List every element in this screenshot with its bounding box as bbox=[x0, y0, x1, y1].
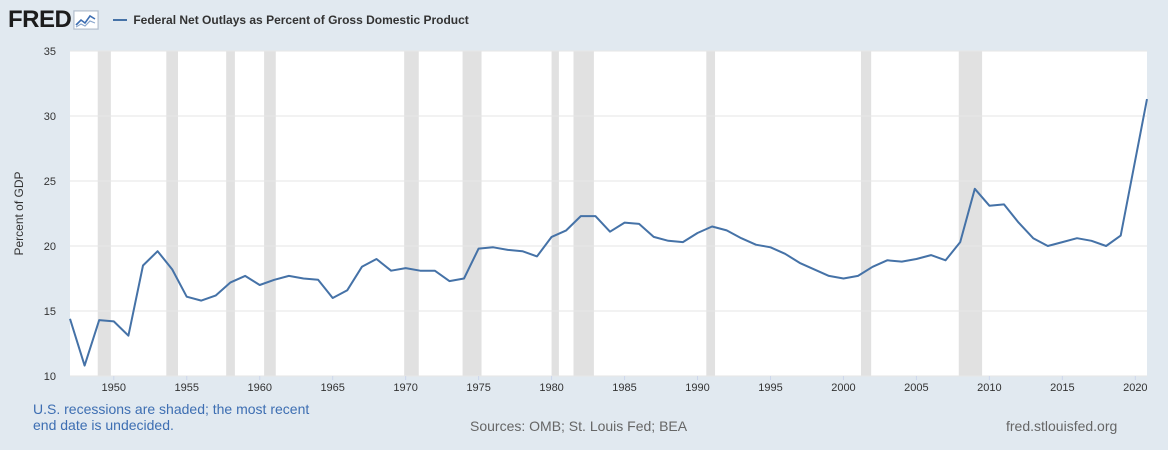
chart-legend[interactable]: Federal Net Outlays as Percent of Gross … bbox=[113, 13, 469, 27]
x-tick-label: 2020 bbox=[1123, 382, 1147, 394]
legend-swatch bbox=[113, 19, 128, 21]
x-tick-label: 1955 bbox=[175, 382, 199, 394]
x-axis-ticks: 1950 1955 1960 1965 1970 1975 1980 1985 1990 1995… bbox=[102, 376, 1148, 394]
recession-band bbox=[404, 51, 419, 376]
site-link[interactable]: fred.stlouisfed.org bbox=[1006, 418, 1118, 434]
recession-band bbox=[166, 51, 178, 376]
recession-band bbox=[706, 51, 716, 376]
y-tick-label: 15 bbox=[44, 306, 56, 318]
recession-bands bbox=[97, 51, 983, 376]
x-tick-label: 1995 bbox=[758, 382, 782, 394]
legend-label: Federal Net Outlays as Percent of Gross … bbox=[133, 13, 469, 27]
x-tick-label: 2005 bbox=[904, 382, 928, 394]
x-tick-label: 1990 bbox=[685, 382, 709, 394]
y-tick-label: 20 bbox=[44, 241, 56, 253]
recession-band bbox=[551, 51, 559, 376]
x-tick-label: 2010 bbox=[977, 382, 1001, 394]
y-axis-label: Percent of GDP bbox=[12, 171, 26, 255]
recession-band bbox=[462, 51, 482, 376]
x-tick-label: 1950 bbox=[102, 382, 126, 394]
recession-band bbox=[226, 51, 235, 376]
recession-note: U.S. recessions are shaded; the most rec… bbox=[33, 401, 310, 433]
y-axis-ticks: 10 15 20 25 30 35 bbox=[44, 46, 56, 383]
y-tick-label: 25 bbox=[44, 176, 56, 188]
x-tick-label: 1965 bbox=[320, 382, 344, 394]
series-line[interactable] bbox=[69, 98, 1148, 367]
chart-header: FRED Federal Net Outlays as Percent of G… bbox=[8, 6, 469, 34]
sources-note: Sources: OMB; St. Louis Fed; BEA bbox=[470, 418, 688, 434]
line-chart[interactable]: 10 15 20 25 30 35 1950 1955 1960 1965 1970 1975 198… bbox=[0, 0, 1168, 400]
x-tick-label: 1975 bbox=[466, 382, 490, 394]
x-tick-label: 1970 bbox=[393, 382, 417, 394]
recession-band bbox=[958, 51, 983, 376]
x-tick-label: 2000 bbox=[831, 382, 855, 394]
trend-line-icon bbox=[73, 10, 100, 30]
x-tick-label: 1980 bbox=[539, 382, 563, 394]
y-tick-label: 30 bbox=[44, 111, 56, 123]
grid-lines bbox=[70, 50, 1147, 377]
recession-band bbox=[97, 51, 111, 376]
x-tick-label: 1960 bbox=[247, 382, 271, 394]
x-tick-label: 1985 bbox=[612, 382, 636, 394]
recession-band bbox=[860, 51, 872, 376]
recession-band bbox=[264, 51, 276, 376]
x-tick-label: 2015 bbox=[1050, 382, 1074, 394]
y-tick-label: 35 bbox=[44, 46, 56, 58]
y-tick-label: 10 bbox=[44, 371, 56, 383]
fred-logo[interactable]: FRED bbox=[8, 6, 100, 34]
logo-text: FRED bbox=[8, 6, 72, 33]
recession-band bbox=[573, 51, 594, 376]
